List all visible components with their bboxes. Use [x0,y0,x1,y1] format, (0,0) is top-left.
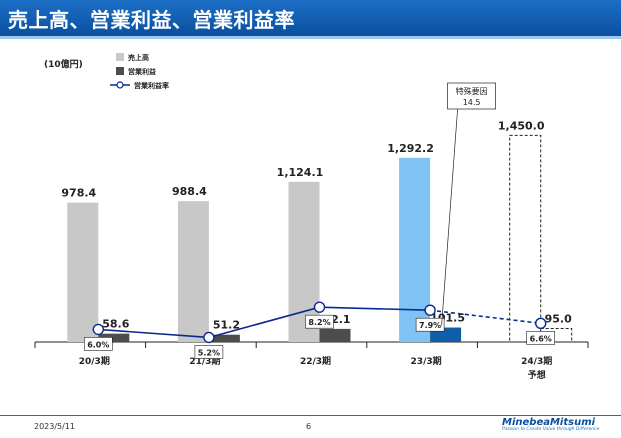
margin-point [424,304,436,316]
margin-line-segment [319,306,431,312]
legend-label-sales: 売上高 [128,53,149,62]
legend-swatch-profit [116,67,124,75]
header-divider [0,36,621,39]
margin-label-box [305,314,334,329]
category-label: 23/3期 [411,355,442,367]
sales-bar [509,134,542,343]
sales-bar [67,202,99,342]
annotation-box [447,82,496,110]
margin-value-label: 8.2% [308,318,330,327]
margin-label-box [84,337,113,351]
sales-value-label: 1,450.0 [498,119,545,132]
margin-label-box [526,331,556,345]
margin-point [313,301,326,313]
profit-value-label: 58.6 [102,318,129,331]
profit-bar [319,328,351,342]
legend-label-profit: 営業利益 [128,67,156,76]
margin-line-segment [208,306,320,339]
legend-swatch-sales [116,53,124,61]
profit-bar [98,333,130,342]
company-logo: MinebeaMitsumi Passion to Create Value t… [502,417,618,432]
slide-title: 売上高、営業利益、営業利益率 [8,8,295,32]
margin-value-label: 5.2% [198,348,220,357]
footer-divider [0,415,621,416]
margin-point [203,331,215,344]
margin-line-segment [98,328,209,339]
profit-value-label: 95.0 [545,312,572,325]
annotation-text: 特殊要因 [456,86,488,96]
profit-bar [208,334,240,342]
margin-label-box [415,317,445,332]
annotation-value: 14.5 [463,98,481,107]
slide-header: 売上高、営業利益、営業利益率 [0,0,621,36]
margin-point [535,317,547,330]
margin-value-label: 7.9% [419,321,441,330]
sales-value-label: 988.4 [172,185,207,198]
profit-value-label: 51.2 [213,319,240,332]
page-number: 6 [306,422,312,431]
sales-bar [177,201,209,342]
logo-name: MinebeaMitsumi [502,417,596,428]
annotation-leader [441,108,458,326]
footer-date: 2023/5/11 [34,422,76,431]
plot-area: 978.458.620/3期988.451.221/3期1,124.192.12… [34,82,589,381]
category-label: 22/3期 [300,355,331,367]
margin-value-label: 6.6% [530,334,552,343]
sales-bar [399,157,431,342]
category-note: 予想 [528,369,546,381]
margin-line-segment [430,309,541,325]
sales-value-label: 978.4 [61,187,96,200]
category-label: 20/3期 [79,355,110,367]
sales-value-label: 1,124.1 [277,166,324,179]
legend-label-margin: 営業利益率 [134,81,169,90]
category-label: 24/3期 [521,355,552,367]
margin-label-box [194,345,224,359]
logo-tagline: Passion to Create Value through Differen… [502,427,600,432]
unit-label: (10億円) [44,58,83,70]
sales-value-label: 1,292.2 [387,142,434,155]
margin-point [92,323,105,336]
legend-swatch-margin-point [116,81,124,89]
margin-value-label: 6.0% [87,340,109,349]
